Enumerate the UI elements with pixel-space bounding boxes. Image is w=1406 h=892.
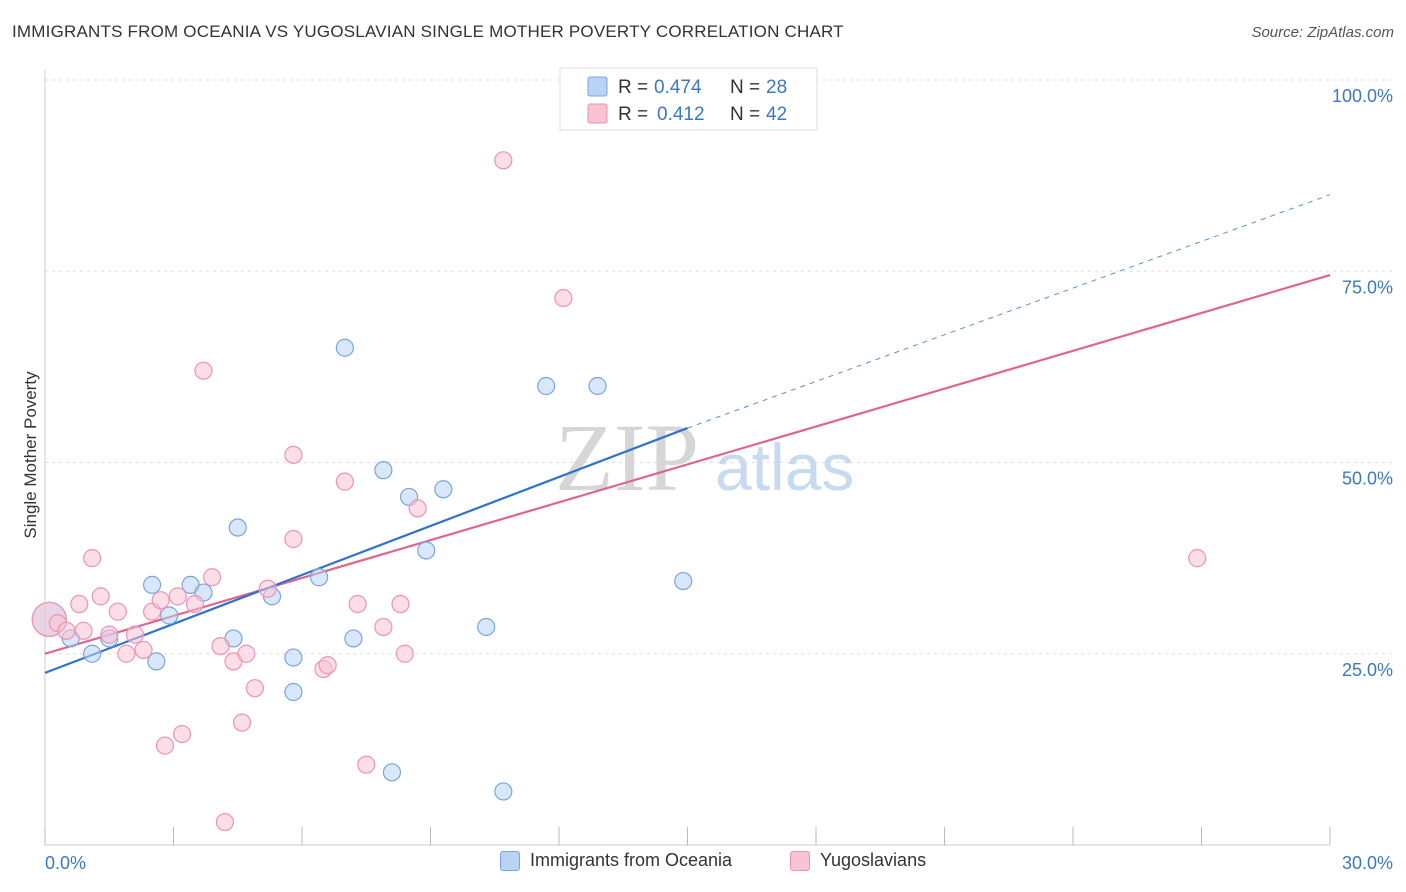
point-yugoslavians — [211, 636, 230, 656]
labels-layer: 100.0% 75.0% 50.0% 25.0% 0.0% 30.0% — [45, 86, 1393, 873]
point-yugoslavians — [168, 587, 187, 606]
legend-label-yugoslavians: Yugoslavians — [820, 850, 927, 870]
point-yugoslavians — [284, 529, 303, 549]
point-oceania — [382, 763, 402, 782]
point-yugoslavians — [494, 151, 513, 170]
point-oceania — [284, 648, 303, 667]
point-oceania — [147, 652, 166, 671]
point-yugoslavians — [395, 644, 414, 663]
legend-n-label-1: N = — [730, 77, 760, 98]
legend-r-label-2: R = — [618, 104, 648, 125]
legend-item-yugoslavians[interactable]: Yugoslavians — [790, 850, 926, 871]
point-yugoslavians — [108, 602, 127, 621]
point-oceania — [344, 629, 363, 648]
y-axis-label: Single Mother Poverty — [21, 371, 40, 539]
point-yugoslavians — [74, 621, 93, 640]
point-oceania — [477, 617, 496, 637]
point-yugoslavians — [237, 644, 256, 663]
point-yugoslavians — [1188, 549, 1207, 568]
point-yugoslavians — [185, 594, 205, 614]
point-yugoslavians — [194, 361, 213, 380]
legend-r-value-1: 0.474 — [654, 77, 702, 98]
watermark-zip: ZIP — [555, 404, 699, 511]
point-yugoslavians — [232, 713, 252, 732]
point-yugoslavians — [215, 812, 234, 832]
point-oceania — [417, 541, 436, 560]
point-yugoslavians — [125, 625, 145, 644]
chart-source: Source: ZipAtlas.com — [1251, 24, 1394, 41]
point-yugoslavians — [172, 724, 192, 744]
point-yugoslavians — [258, 579, 277, 598]
point-yugoslavians — [202, 568, 222, 587]
point-yugoslavians — [348, 594, 367, 614]
point-yugoslavians — [57, 621, 76, 640]
point-oceania — [228, 518, 247, 537]
legend-item-oceania[interactable]: Immigrants from Oceania — [500, 850, 732, 871]
legend-r-label-1: R = — [618, 77, 648, 98]
point-yugoslavians — [134, 640, 153, 660]
point-yugoslavians — [391, 594, 410, 614]
legend-n-label-2: N = — [730, 104, 760, 125]
point-oceania — [494, 782, 513, 801]
points-layer — [31, 70, 1207, 832]
point-yugoslavians — [100, 625, 119, 644]
legend-n-value-1: 28 — [766, 77, 787, 98]
point-yugoslavians — [335, 472, 354, 491]
trend-line-oceania — [44, 427, 688, 674]
point-oceania — [83, 644, 102, 663]
point-yugoslavians — [374, 617, 393, 637]
point-oceania — [335, 338, 354, 357]
point-yugoslavians — [408, 499, 427, 518]
point-oceania — [674, 571, 693, 591]
y-tick-label: 25.0% — [1342, 660, 1393, 680]
point-yugoslavians — [554, 288, 573, 308]
y-tick-label: 75.0% — [1342, 277, 1393, 297]
chart-title: IMMIGRANTS FROM OCEANIA VS YUGOSLAVIAN S… — [12, 22, 844, 41]
point-oceania — [537, 376, 556, 396]
x-tick-label: 30.0% — [1342, 853, 1393, 873]
point-yugoslavians — [318, 656, 337, 675]
legend-n-value-2: 42 — [766, 104, 787, 125]
point-oceania — [142, 575, 162, 595]
legend-swatch-oceania-bottom — [500, 850, 520, 871]
legend-swatch-yugoslavians-bottom — [790, 850, 810, 871]
legend-swatch-yugoslavians — [587, 103, 608, 124]
watermark: ZIP atlas — [555, 404, 854, 511]
axes-layer — [44, 70, 1331, 846]
point-yugoslavians — [91, 587, 110, 606]
legend-top: R = 0.474 N = 28 R = 0.412 N = 42 — [559, 67, 818, 131]
trend-line-oceania-extension — [687, 194, 1331, 429]
legend-swatch-oceania — [587, 76, 608, 97]
trend-line-yugoslavians — [44, 274, 1331, 655]
y-tick-label: 100.0% — [1332, 86, 1393, 106]
point-yugoslavians — [83, 549, 102, 568]
watermark-atlas: atlas — [715, 430, 854, 504]
x-tick-label: 0.0% — [45, 853, 86, 873]
legend-bottom: Immigrants from Oceania Yugoslavians — [0, 850, 1406, 878]
point-oceania — [374, 461, 393, 480]
point-yugoslavians — [155, 736, 175, 755]
legend-label-oceania: Immigrants from Oceania — [530, 850, 733, 870]
point-yugoslavians — [245, 679, 264, 698]
y-tick-label: 50.0% — [1342, 469, 1393, 489]
point-yugoslavians — [284, 445, 303, 464]
point-oceania — [284, 682, 303, 702]
point-oceania — [434, 480, 453, 499]
point-oceania — [310, 568, 329, 587]
point-yugoslavians — [70, 594, 89, 614]
point-oceania — [160, 606, 179, 625]
point-yugoslavians — [151, 591, 170, 610]
grid-layer — [45, 79, 1395, 655]
point-oceania — [588, 376, 607, 396]
point-yugoslavians — [357, 755, 376, 774]
legend-r-value-2: 0.412 — [657, 104, 705, 125]
point-yugoslavians — [117, 644, 136, 663]
